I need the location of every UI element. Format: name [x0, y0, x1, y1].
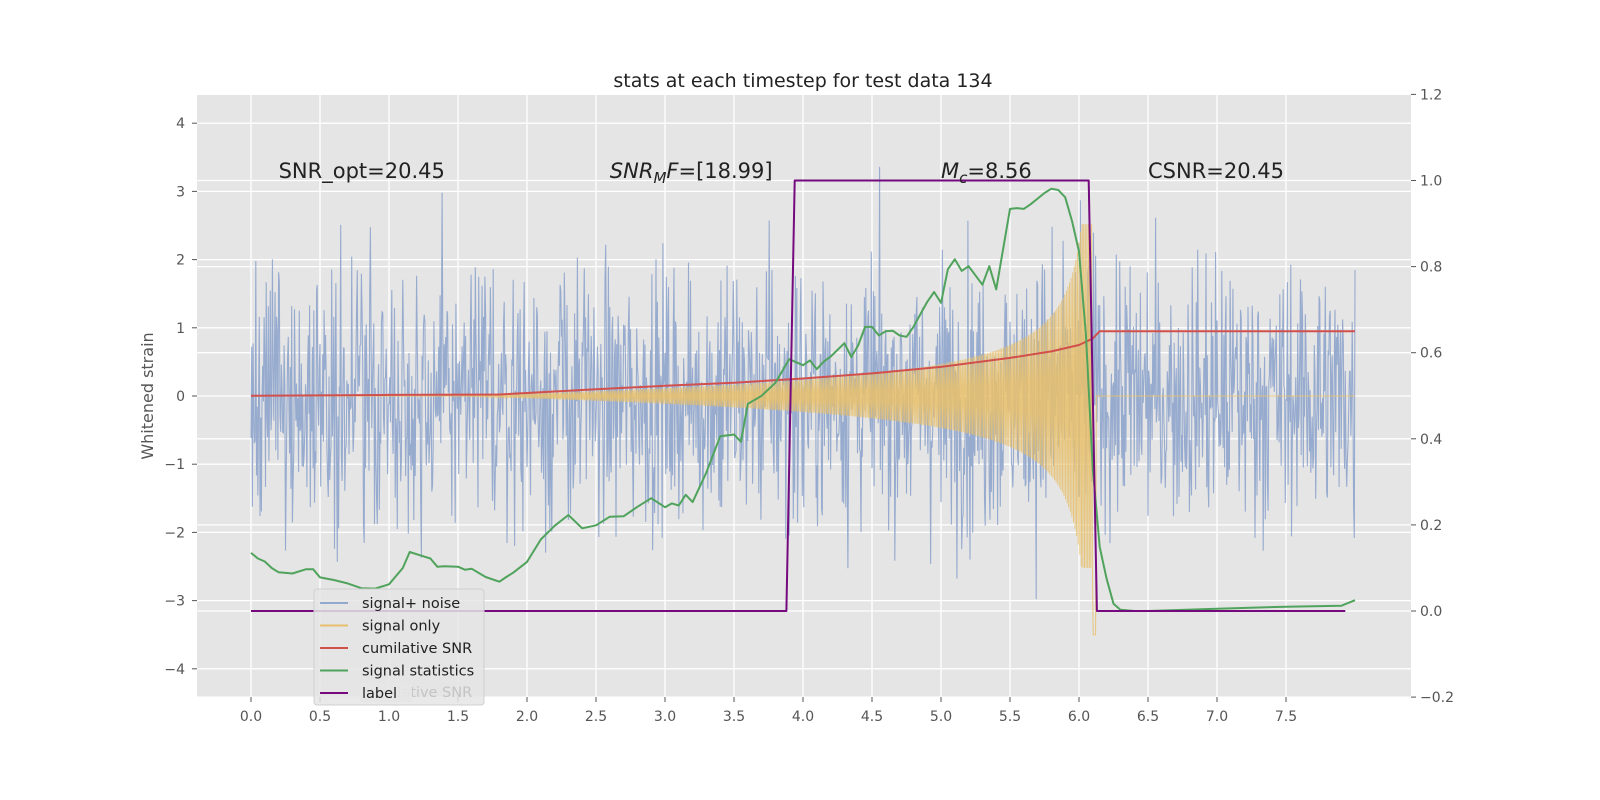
x-tick-label: 5.5 — [999, 709, 1021, 725]
y2-tick-label: 0.8 — [1420, 260, 1442, 276]
series-cumulative-snr-line — [250, 330, 1355, 397]
y2-tick-label: 1.0 — [1420, 174, 1442, 190]
chart-title: stats at each timestep for test data 134 — [613, 70, 992, 92]
y-tick-label: −3 — [164, 594, 185, 610]
x-tick-label: 2.0 — [516, 709, 538, 725]
x-tick-label: 0.5 — [309, 709, 331, 725]
x-tick-label: 7.0 — [1206, 709, 1228, 725]
y-tick-label: 4 — [176, 116, 185, 132]
legend-label: cumilative SNR — [362, 641, 472, 657]
annotation-snr-mf: SNRMF=[18.99] — [610, 159, 773, 187]
x-tick-label: 3.5 — [723, 709, 745, 725]
series-signal-statistics-line — [250, 187, 1356, 612]
series-label-line — [251, 179, 1346, 612]
x-tick-label: 4.5 — [861, 709, 883, 725]
y2-tick-label: 0.6 — [1420, 346, 1442, 362]
series-signal-only — [251, 224, 1355, 636]
annotation-snr-opt: SNR_opt=20.45 — [279, 159, 445, 184]
y2-tick-label: −0.2 — [1420, 690, 1454, 706]
annotations: SNR_opt=20.45 SNRMF=[18.99] Mc=8.56 CSNR=20… — [279, 159, 1284, 187]
y-tick-label: −2 — [164, 525, 185, 541]
x-tick-label: 1.0 — [378, 709, 400, 725]
annotation-csnr: CSNR=20.45 — [1148, 159, 1284, 183]
legend-box — [313, 588, 485, 706]
x-tick-label: 7.5 — [1275, 709, 1297, 725]
legend-label: signal only — [362, 619, 441, 635]
series-signal-only-line — [251, 224, 1355, 636]
x-tick-label: 4.0 — [792, 709, 814, 725]
x-tick-label: 6.0 — [1068, 709, 1090, 725]
y2-tick-label: 0.2 — [1420, 518, 1442, 534]
annotation-mc: Mc=8.56 — [941, 159, 1032, 187]
x-tick-label: 5.0 — [930, 709, 952, 725]
y-axis-label: Whitened strain — [138, 332, 157, 459]
x-tick-label: 6.5 — [1137, 709, 1159, 725]
tick-labels: 0.0 0.5 1.0 1.5 2.0 2.5 3.0 3.5 4.0 4.5 5.0 5.5 6.0 6… — [164, 87, 1454, 725]
x-tick-label: 0.0 — [240, 709, 262, 725]
y-tick-label: −4 — [164, 662, 185, 678]
legend-label: signal statistics — [362, 664, 474, 680]
x-tick-label: 2.5 — [585, 709, 607, 725]
x-tick-label: 1.5 — [447, 709, 469, 725]
y2-tick-label: 1.2 — [1420, 87, 1442, 103]
y2-tick-label: 0.0 — [1420, 604, 1442, 620]
y-tick-label: 0 — [176, 389, 185, 405]
y2-tick-label: 0.4 — [1420, 432, 1442, 448]
legend-label-bg — [360, 683, 412, 702]
y-tick-label: 3 — [176, 184, 185, 200]
legend-label: label — [362, 686, 397, 702]
series-lines — [250, 179, 1356, 612]
legend-label: signal+ noise — [362, 596, 460, 612]
y-tick-label: 2 — [176, 253, 185, 269]
y-tick-label: 1 — [176, 321, 185, 337]
y-tick-label: −1 — [164, 457, 185, 473]
x-tick-label: 3.0 — [654, 709, 676, 725]
